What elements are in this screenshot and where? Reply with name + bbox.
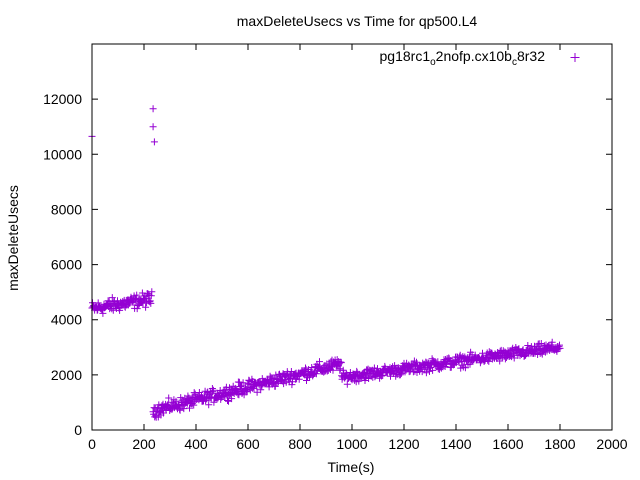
y-tick-label: 4000 (51, 312, 82, 328)
data-point (257, 386, 265, 394)
data-point (210, 398, 218, 406)
data-point (238, 382, 245, 390)
y-tick-label: 8000 (51, 201, 82, 217)
x-tick-label: 600 (236, 436, 260, 452)
legend-label: pg18rc1o2nofp.cx10bc8r32 (380, 48, 546, 68)
x-tick-label: 1200 (388, 436, 419, 452)
data-point (148, 288, 156, 296)
data-point (235, 378, 243, 386)
data-points (88, 105, 564, 421)
data-point (422, 369, 430, 377)
data-point (329, 366, 337, 374)
data-point (149, 105, 157, 113)
data-point (287, 368, 295, 375)
data-point (312, 370, 320, 378)
data-point (205, 401, 213, 409)
data-point (396, 371, 404, 379)
data-point (413, 358, 420, 366)
data-point (409, 368, 417, 376)
data-point (138, 289, 146, 297)
x-tick-label: 0 (88, 436, 96, 452)
data-point (239, 379, 247, 387)
x-tick-label: 1600 (492, 436, 523, 452)
data-point (337, 359, 345, 367)
data-point (548, 338, 556, 346)
data-point (437, 364, 445, 372)
data-point (133, 305, 141, 313)
data-point (176, 406, 184, 414)
y-tick-label: 10000 (43, 146, 82, 162)
legend: pg18rc1o2nofp.cx10bc8r32 (380, 48, 580, 68)
y-axis: 0 2000 4000 6000 8000 10000 12000 (43, 91, 612, 438)
y-axis-label: maxDeleteUsecs (5, 185, 21, 291)
data-point (466, 360, 474, 368)
data-point (144, 290, 152, 298)
data-point (378, 372, 386, 380)
data-point (108, 294, 116, 302)
x-axis: 0 200 400 600 800 1000 1200 1400 1600 1800 2000 (88, 44, 628, 452)
y-tick-label: 2000 (51, 367, 82, 383)
y-tick-label: 0 (74, 422, 82, 438)
x-tick-label: 400 (184, 436, 208, 452)
data-point (147, 299, 155, 307)
data-point (370, 364, 378, 372)
data-point (133, 291, 141, 299)
data-point (485, 357, 493, 365)
data-point (429, 366, 437, 374)
data-point (501, 355, 509, 363)
data-point (336, 365, 344, 373)
data-point (99, 309, 107, 317)
data-point (94, 299, 102, 307)
data-point (343, 380, 351, 388)
x-tick-label: 2000 (596, 436, 627, 452)
data-point (149, 123, 157, 131)
data-point (190, 401, 198, 409)
chart-title: maxDeleteUsecs vs Time for qp500.L4 (237, 13, 478, 29)
legend-marker (570, 53, 580, 62)
data-point (496, 357, 504, 365)
data-point (155, 401, 163, 409)
data-point (253, 388, 261, 396)
data-point (150, 138, 158, 146)
x-tick-label: 1000 (336, 436, 367, 452)
data-point (186, 404, 193, 412)
x-axis-label: Time(s) (328, 459, 375, 475)
data-point (510, 354, 518, 362)
data-point (209, 386, 217, 394)
y-tick-label: 12000 (43, 91, 82, 107)
data-point (228, 395, 236, 403)
data-point (165, 394, 173, 402)
data-point (134, 302, 142, 309)
y-tick-label: 6000 (51, 257, 82, 273)
data-point (556, 344, 564, 352)
data-point (224, 397, 231, 404)
data-point (541, 348, 549, 356)
data-point (109, 306, 117, 314)
data-point (142, 303, 150, 311)
x-tick-label: 200 (132, 436, 156, 452)
x-tick-label: 800 (288, 436, 312, 452)
data-point (234, 390, 242, 398)
data-point (426, 367, 433, 375)
x-tick-label: 1800 (544, 436, 575, 452)
x-tick-label: 1400 (440, 436, 471, 452)
